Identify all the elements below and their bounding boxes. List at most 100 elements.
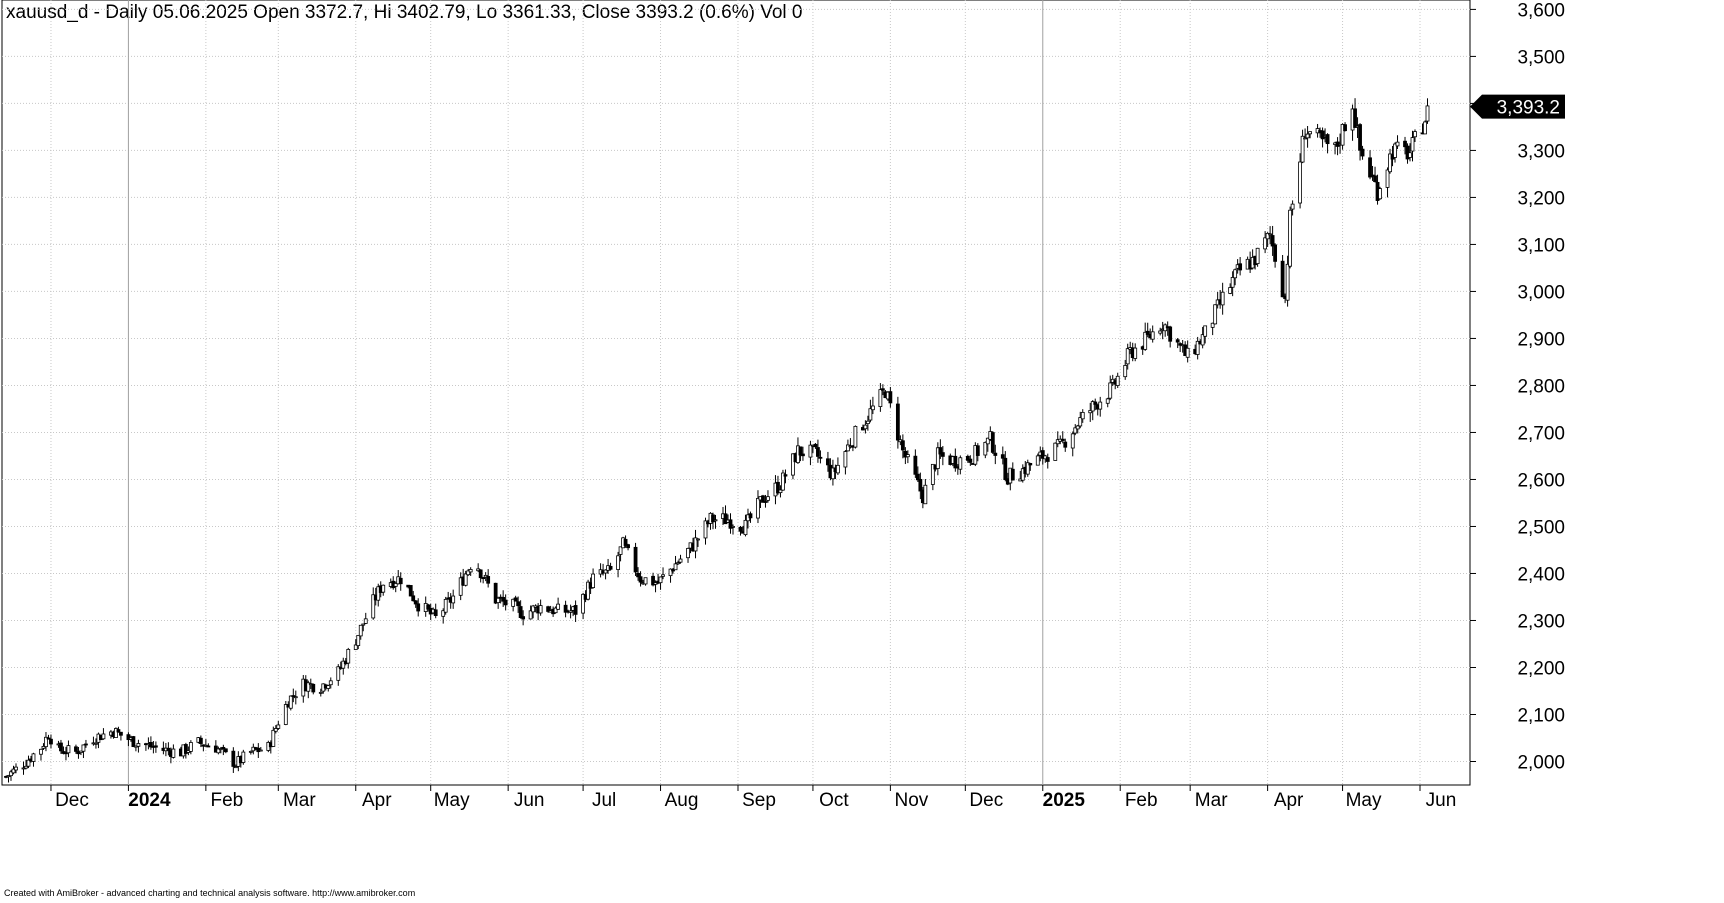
- candle: [358, 624, 363, 640]
- x-tick-label: Apr: [362, 790, 392, 811]
- candle: [985, 437, 990, 452]
- candle: [81, 744, 86, 759]
- candle: [271, 726, 276, 747]
- candle: [221, 744, 226, 756]
- candle: [481, 577, 486, 584]
- candle: [1388, 148, 1392, 174]
- candle: [1158, 327, 1163, 336]
- candle: [975, 443, 980, 462]
- candle: [1268, 226, 1273, 245]
- candle: [1413, 129, 1417, 142]
- y-tick-label: 2,400: [1517, 564, 1565, 585]
- candle: [591, 568, 595, 589]
- candle: [1228, 283, 1233, 295]
- candle: [416, 598, 421, 617]
- candle: [880, 384, 885, 396]
- y-tick-label: 2,700: [1517, 423, 1565, 444]
- candle: [618, 546, 623, 562]
- candle: [283, 700, 288, 726]
- y-tick-label: 3,100: [1517, 235, 1565, 256]
- candle: [326, 684, 331, 692]
- candle: [853, 425, 858, 449]
- candle: [1220, 282, 1225, 315]
- y-tick-label: 2,600: [1517, 470, 1565, 491]
- candle: [49, 734, 53, 749]
- candle: [39, 748, 43, 761]
- plot-frame: [1, 0, 1471, 786]
- candle: [188, 740, 193, 755]
- candle: [101, 728, 106, 740]
- candle: [731, 524, 735, 535]
- candle: [586, 579, 590, 601]
- candle: [703, 517, 708, 545]
- candle: [1395, 135, 1400, 150]
- y-tick-label: 2,100: [1517, 705, 1565, 726]
- candle: [678, 554, 683, 564]
- y-tick-label: 3,300: [1517, 141, 1565, 162]
- candle: [816, 439, 820, 463]
- candle: [1098, 396, 1103, 417]
- candle: [46, 734, 51, 740]
- candle: [223, 748, 228, 754]
- x-tick-label: Oct: [819, 790, 849, 811]
- candle: [673, 555, 678, 571]
- candle: [1195, 336, 1200, 360]
- candle: [1210, 322, 1215, 336]
- candle: [696, 538, 700, 547]
- candle: [1230, 271, 1235, 297]
- candle: [713, 514, 718, 529]
- candle: [528, 605, 533, 620]
- candle: [119, 731, 123, 741]
- candle: [1025, 459, 1030, 477]
- candle: [1335, 137, 1340, 156]
- candle: [153, 741, 158, 753]
- candle: [668, 568, 673, 583]
- candle: [1238, 257, 1243, 276]
- candle: [393, 581, 398, 593]
- candle: [626, 543, 630, 551]
- candle: [1305, 126, 1310, 148]
- candle: [1343, 122, 1347, 132]
- candle: [1125, 343, 1130, 370]
- candle: [1003, 451, 1008, 482]
- candle: [216, 746, 221, 755]
- last-price-marker: 3,393.2: [1470, 94, 1565, 119]
- footer-credit: Created with AmiBroker - advanced charti…: [4, 888, 416, 898]
- candle: [288, 695, 293, 711]
- candle: [643, 577, 648, 586]
- candle: [381, 584, 386, 596]
- candle: [306, 680, 311, 699]
- candle: [74, 744, 78, 754]
- candle: [231, 747, 236, 773]
- x-tick-label: Apr: [1274, 790, 1304, 811]
- candle: [463, 570, 468, 587]
- candle: [1150, 325, 1155, 343]
- candle: [131, 735, 136, 748]
- candle: [66, 740, 71, 758]
- candle: [94, 738, 98, 749]
- candle: [356, 634, 361, 650]
- candle: [218, 746, 223, 754]
- candle: [26, 755, 31, 769]
- y-tick-label: 2,800: [1517, 376, 1565, 397]
- candle: [1063, 438, 1068, 452]
- candle: [241, 749, 246, 765]
- candle: [513, 595, 518, 602]
- candle: [623, 535, 628, 548]
- candle: [778, 485, 783, 498]
- candle: [44, 732, 48, 752]
- candle: [546, 605, 551, 613]
- candle: [511, 598, 516, 612]
- candle: [1298, 153, 1302, 209]
- candle: [1090, 400, 1095, 421]
- candle: [651, 572, 655, 587]
- candle: [661, 567, 665, 580]
- candle: [915, 466, 920, 482]
- x-axis: Dec 2024 Feb Mar Apr May Jun Jul Aug Sep Oct Nov Dec…: [50, 785, 1456, 811]
- candle: [496, 596, 501, 609]
- y-tick-label: 3,200: [1517, 188, 1565, 209]
- x-tick-label: Feb: [1125, 790, 1158, 811]
- candle: [763, 494, 768, 508]
- candle: [433, 603, 438, 619]
- y-tick-label: 2,900: [1517, 329, 1565, 350]
